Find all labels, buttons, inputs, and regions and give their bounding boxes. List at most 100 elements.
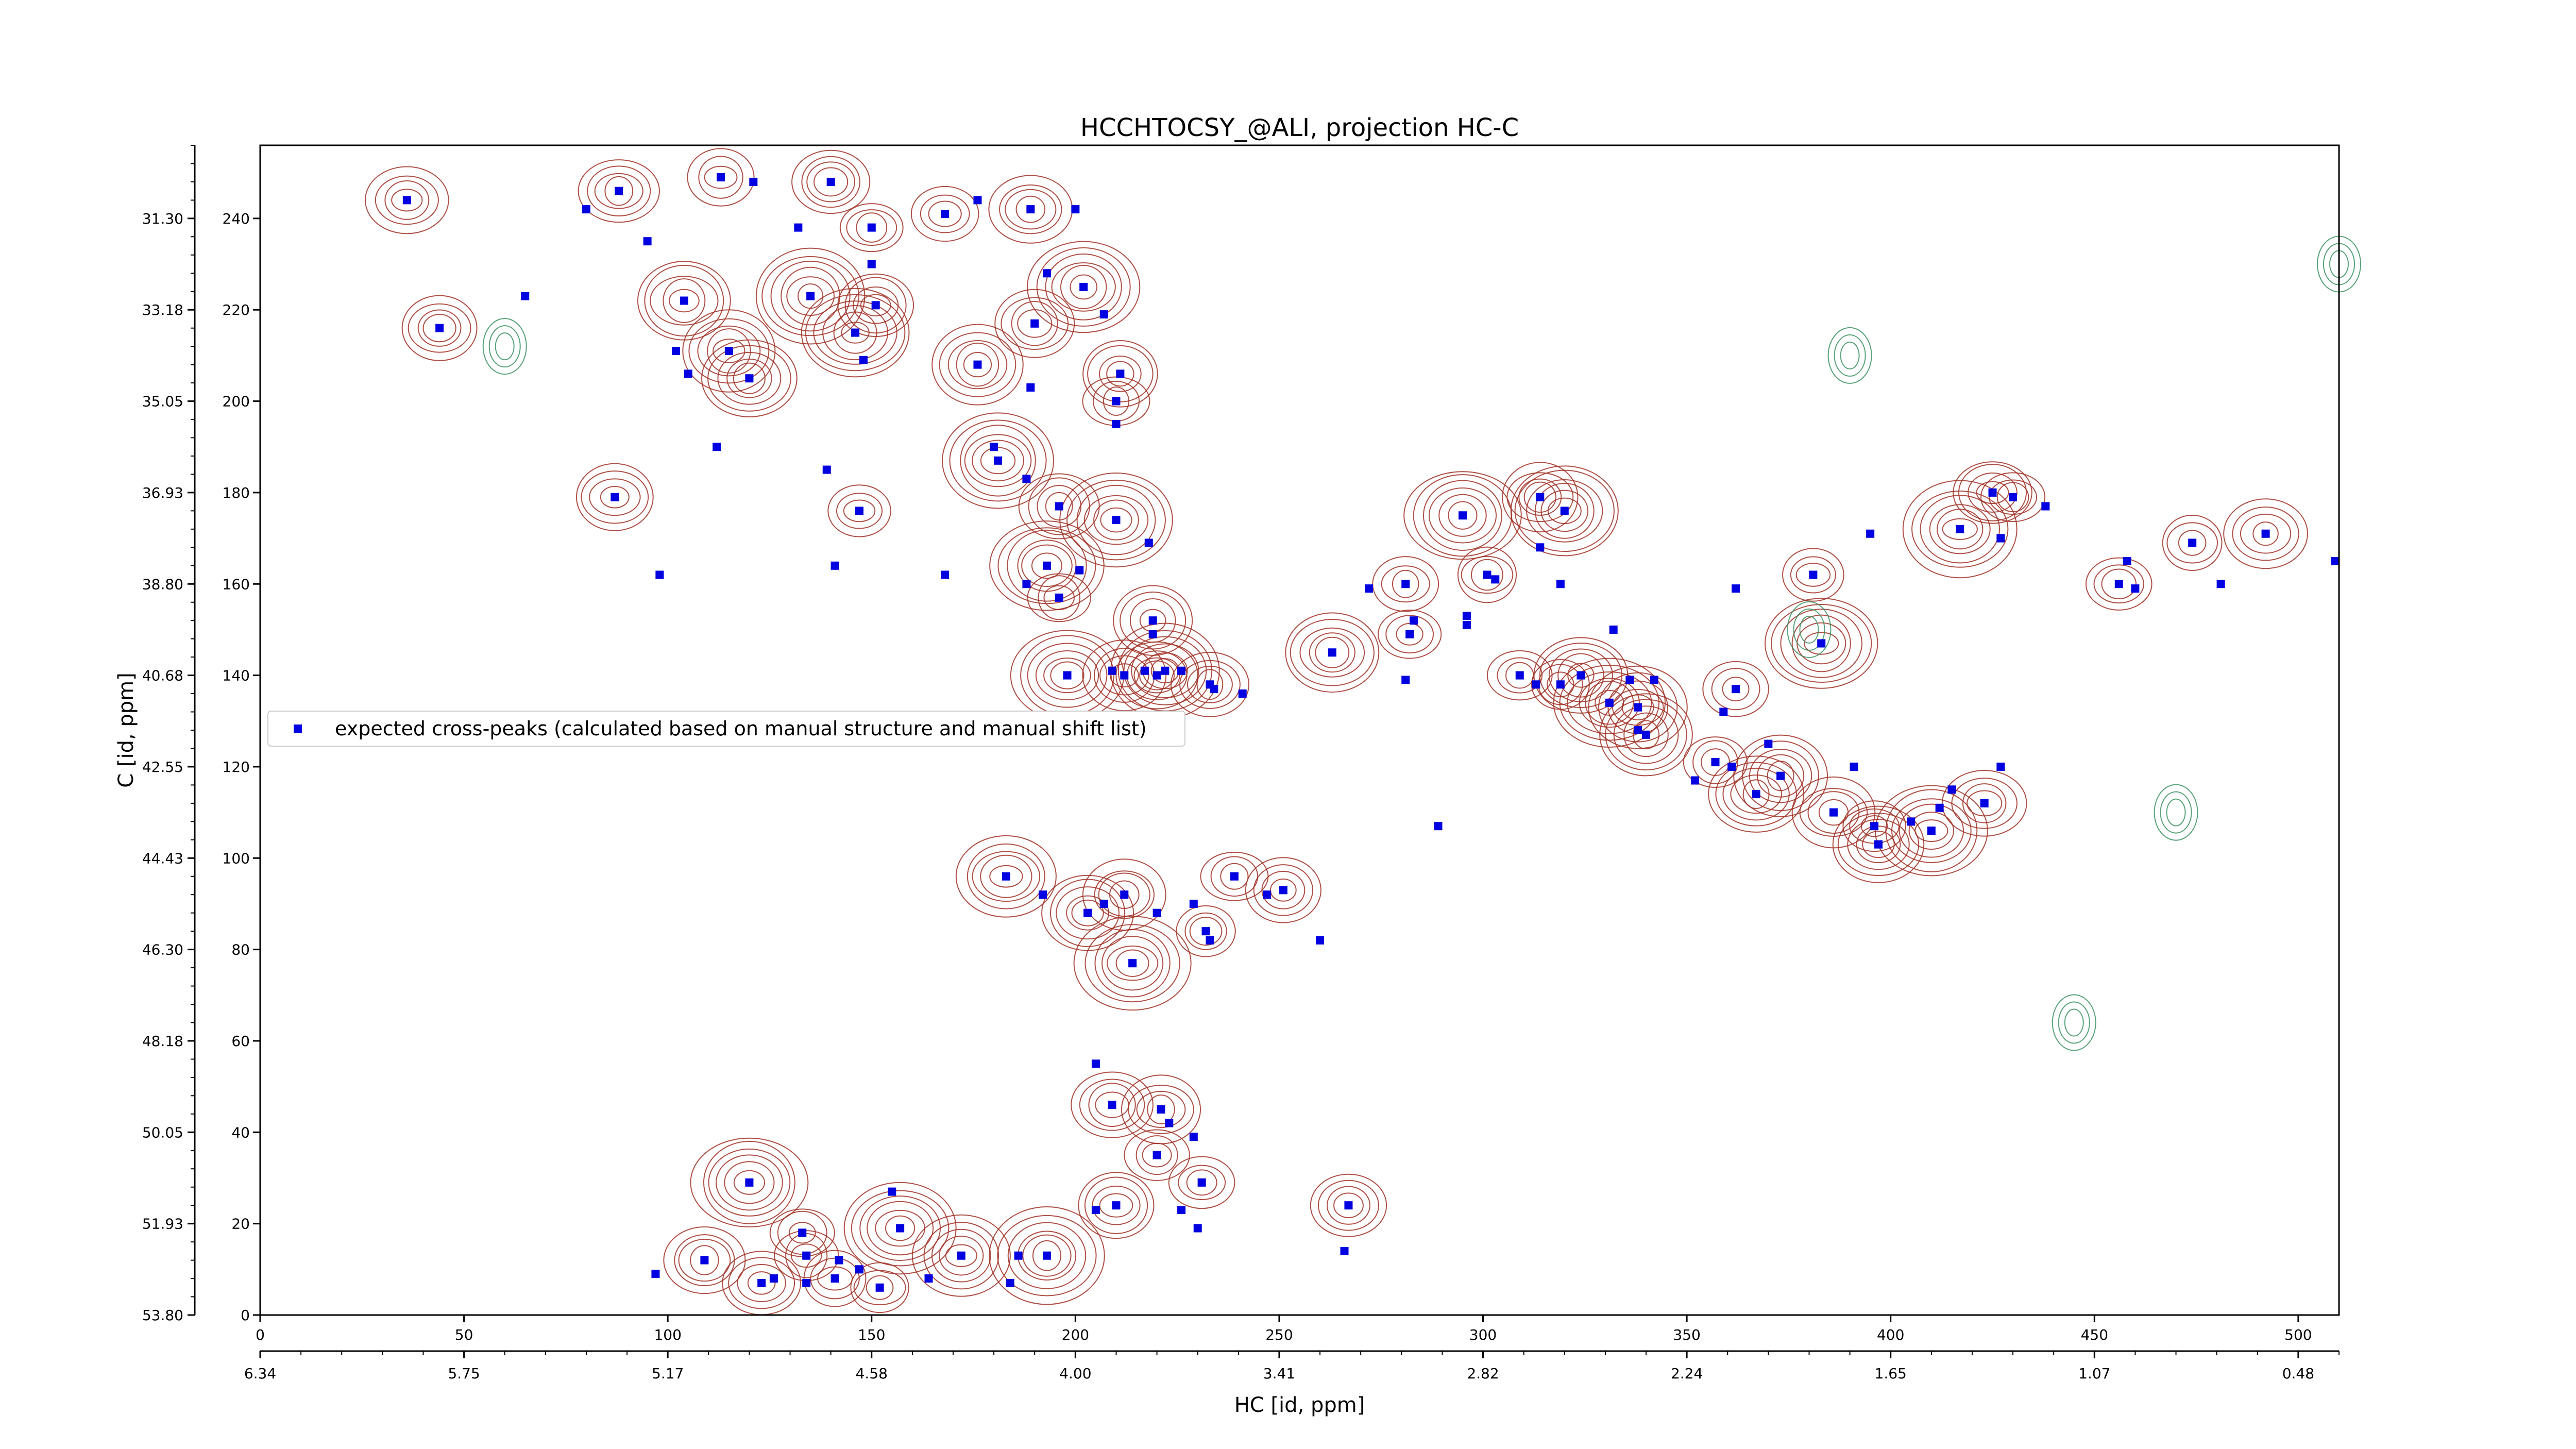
contour-ring <box>1109 880 1140 909</box>
contour-ring <box>1027 573 1091 622</box>
contour-ring <box>1129 598 1176 643</box>
contour-ring <box>713 339 745 363</box>
contour-ring <box>716 1154 783 1211</box>
cross-peak-marker <box>435 324 444 332</box>
cross-peak-marker <box>1536 543 1545 552</box>
cross-peak-marker <box>1079 282 1088 291</box>
cross-peak-marker <box>867 260 876 268</box>
cross-peak-marker <box>1148 630 1157 638</box>
legend-label: expected cross-peaks (calculated based o… <box>335 717 1147 740</box>
contour-ring <box>1842 800 1906 852</box>
cross-peak-marker <box>1956 525 1964 533</box>
contour-ring <box>726 358 772 398</box>
y-ppm-tick-label: 50.05 <box>142 1124 183 1141</box>
contour-ring <box>1588 665 1688 749</box>
cross-peak-marker <box>1491 575 1500 584</box>
contour-ring <box>942 412 1054 509</box>
contour-ring <box>578 159 660 223</box>
contour-ring <box>803 1250 867 1307</box>
contour-ring <box>1309 632 1355 673</box>
contour-ring <box>923 1222 999 1290</box>
x-ppm-tick-label: 3.41 <box>1263 1365 1295 1382</box>
contour-ring <box>594 173 643 209</box>
contour-ring <box>1050 661 1084 689</box>
cross-peak-marker <box>1153 671 1161 680</box>
cross-peak-marker <box>1099 310 1108 319</box>
contour-ring <box>1106 361 1134 387</box>
contour-ring <box>1133 657 1180 694</box>
contour-ring <box>1245 857 1321 923</box>
contour-ring <box>1497 657 1543 694</box>
contour-ring <box>931 1228 991 1283</box>
contour-ring <box>980 854 1032 898</box>
contour-ring <box>1502 462 1579 533</box>
contour-ring <box>707 345 791 412</box>
cross-peak-marker <box>724 347 733 356</box>
cross-peak-marker <box>1071 205 1080 214</box>
x-tick-label: 250 <box>1265 1326 1293 1343</box>
cross-peak-marker <box>1316 936 1325 945</box>
cross-peak-marker <box>1263 890 1272 899</box>
contour-ring <box>1633 720 1659 750</box>
cross-peak-marker <box>1042 561 1051 570</box>
cross-peak-marker <box>655 570 664 579</box>
contour-ring <box>972 851 1041 902</box>
y-tick-label: 220 <box>223 301 250 318</box>
contour-ring <box>1168 1156 1235 1209</box>
contour-ring <box>733 362 766 394</box>
cross-peak-marker <box>1039 890 1047 899</box>
contour-ring <box>836 493 883 529</box>
contour-ring <box>1372 556 1439 612</box>
cross-peak-marker <box>1083 908 1092 917</box>
contour-ring <box>1428 487 1497 544</box>
contour-ring <box>1953 461 2032 524</box>
x-tick-label: 150 <box>858 1326 885 1343</box>
contour-ring <box>1771 604 1872 683</box>
cross-peak-marker <box>1144 538 1153 547</box>
y-tick-label: 200 <box>223 393 250 410</box>
cross-peak-marker <box>896 1224 905 1233</box>
contour-ring <box>1962 783 2007 823</box>
contour-ring <box>1032 1240 1062 1271</box>
y-tick-label: 40 <box>231 1124 250 1141</box>
cross-peak-marker <box>1719 707 1728 716</box>
contour-ring <box>853 287 899 324</box>
cross-peak-marker <box>651 1270 660 1278</box>
contour-ring <box>1708 755 1805 833</box>
cross-peak-marker <box>1177 666 1186 675</box>
contour-ring <box>1315 636 1350 668</box>
negative-contour-ring <box>2154 784 2198 841</box>
contour-ring <box>1968 472 2018 513</box>
contour-ring <box>1908 812 1955 850</box>
cross-peak-marker <box>1536 493 1545 501</box>
contour-ring <box>1605 699 1687 771</box>
contour-ring <box>964 434 1032 487</box>
contour-ring <box>1757 754 1805 798</box>
contour-ring <box>910 186 979 242</box>
cross-peak-marker <box>1988 488 1997 497</box>
cross-peak-marker <box>1935 803 1944 812</box>
cross-peak-marker <box>684 369 692 378</box>
contour-ring <box>1100 507 1132 533</box>
cross-peak-marker <box>1650 676 1658 684</box>
contour-ring <box>1021 544 1073 587</box>
cross-peak-marker <box>1609 625 1618 634</box>
contour-ring <box>2232 506 2299 561</box>
contour-ring <box>690 1137 809 1227</box>
contour-ring <box>2252 521 2279 546</box>
cross-peak-marker <box>973 196 982 205</box>
contour-ring <box>1261 871 1306 909</box>
contour-ring <box>1317 1180 1379 1231</box>
contour-ring <box>1037 485 1082 528</box>
cross-peak-marker <box>1206 680 1214 689</box>
contour-ring <box>1076 484 1156 555</box>
contour-ring <box>1722 677 1750 702</box>
contour-ring <box>1176 905 1236 957</box>
contour-ring <box>791 149 871 214</box>
cross-peak-marker <box>1189 899 1198 908</box>
contour-ring <box>1730 774 1782 814</box>
contour-ring <box>1147 1094 1175 1124</box>
cross-peak-marker <box>1006 1278 1014 1287</box>
cross-peak-marker <box>1462 621 1471 630</box>
contour-ring <box>1557 653 1604 698</box>
